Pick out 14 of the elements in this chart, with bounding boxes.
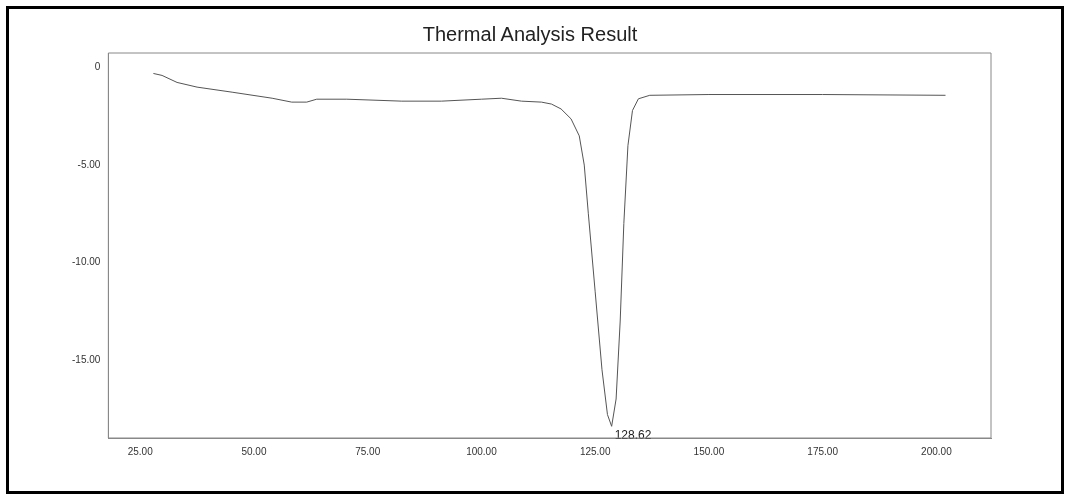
x-tick-label: 175.00 [807, 445, 839, 457]
annotation: 128.62 [614, 427, 652, 442]
x-tick-label: 75.00 [355, 445, 381, 457]
y-tick-label: 0 [94, 61, 101, 73]
x-tick-label: 50.00 [241, 445, 267, 457]
y-tick-label: -5.00 [77, 158, 101, 170]
chart-title: Thermal Analysis Result [422, 22, 638, 45]
x-tick-label: 25.00 [127, 445, 154, 457]
x-tick-label: 100.00 [466, 445, 498, 457]
y-tick-label: -15.00 [72, 353, 101, 365]
x-tick-label: 125.00 [579, 445, 611, 457]
x-tick-label: 200.00 [921, 445, 953, 457]
y-tick-label: -10.00 [72, 256, 101, 268]
x-tick-label: 150.00 [693, 445, 725, 457]
